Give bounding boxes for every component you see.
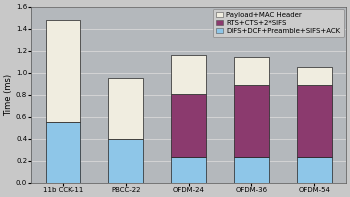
- Bar: [297, 157, 331, 183]
- Bar: [108, 78, 143, 139]
- Bar: [171, 94, 206, 157]
- Bar: [171, 157, 206, 183]
- Bar: [234, 157, 269, 183]
- Bar: [46, 122, 80, 183]
- Bar: [171, 55, 206, 94]
- Bar: [108, 139, 143, 183]
- Bar: [234, 57, 269, 85]
- Y-axis label: Time (ms): Time (ms): [4, 74, 13, 116]
- Bar: [46, 20, 80, 122]
- Bar: [297, 85, 331, 157]
- Bar: [234, 85, 269, 157]
- Legend: Payload+MAC Header, RTS+CTS+2*SIFS, DIFS+DCF+Preamble+SIFS+ACK: Payload+MAC Header, RTS+CTS+2*SIFS, DIFS…: [213, 9, 344, 37]
- Bar: [297, 67, 331, 85]
